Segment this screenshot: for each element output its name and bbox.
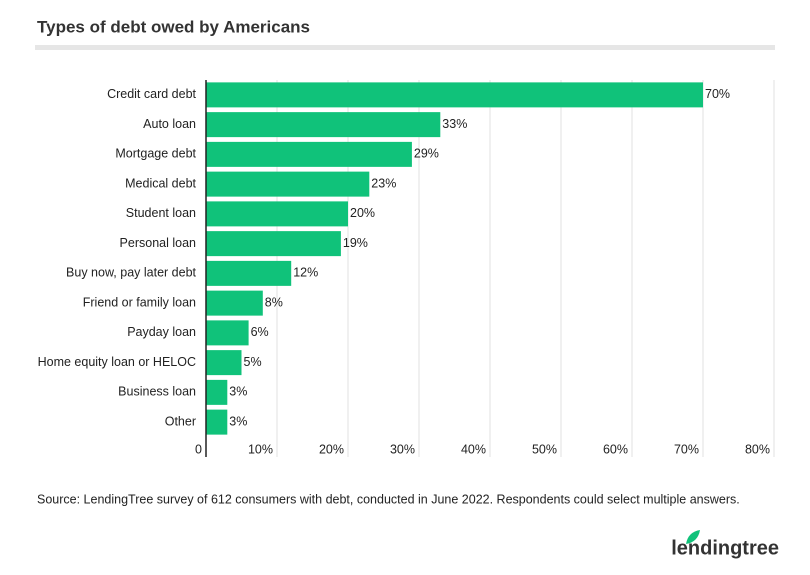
bar — [206, 320, 249, 346]
y-tick-label: Credit card debt — [107, 87, 196, 101]
x-tick-label: 40% — [461, 442, 486, 456]
bar — [206, 201, 348, 227]
bar — [206, 141, 412, 167]
logo: lendingtree — [671, 537, 779, 559]
x-tick-label: 70% — [674, 442, 699, 456]
logo-leaf — [686, 530, 700, 544]
value-label: 19% — [343, 236, 368, 250]
value-label: 5% — [244, 355, 262, 369]
y-tick-label: Business loan — [118, 385, 196, 399]
x-tick-label: 30% — [390, 442, 415, 456]
bar — [206, 260, 292, 286]
bar — [206, 350, 242, 376]
y-tick-label: Personal loan — [120, 236, 196, 250]
value-label: 12% — [293, 266, 318, 280]
y-tick-label: Home equity loan or HELOC — [38, 355, 196, 369]
y-tick-label: Payday loan — [127, 325, 196, 339]
value-label: 20% — [350, 206, 375, 220]
value-label: 3% — [229, 385, 247, 399]
x-tick-label: 20% — [319, 442, 344, 456]
y-tick-label: Buy now, pay later debt — [66, 266, 196, 280]
x-tick-label: 10% — [248, 442, 273, 456]
y-tick-label: Friend or family loan — [83, 295, 196, 309]
value-label: 8% — [265, 295, 283, 309]
value-label: 6% — [251, 325, 269, 339]
bar — [206, 379, 228, 405]
value-label: 29% — [414, 147, 439, 161]
bar — [206, 112, 441, 138]
value-label: 23% — [371, 176, 396, 190]
y-tick-label: Auto loan — [143, 117, 196, 131]
y-tick-label: Medical debt — [125, 176, 196, 190]
value-label: 33% — [442, 117, 467, 131]
source-note: Source: LendingTree survey of 612 consum… — [37, 492, 740, 506]
bar — [206, 409, 228, 435]
x-tick-label: 60% — [603, 442, 628, 456]
x-tick-label: 0 — [195, 442, 202, 456]
value-label: 70% — [705, 87, 730, 101]
bar — [206, 231, 341, 257]
title-rule — [35, 45, 775, 50]
y-tick-label: Student loan — [126, 206, 196, 220]
x-tick-label: 50% — [532, 442, 557, 456]
bar — [206, 290, 263, 316]
x-tick-label: 80% — [745, 442, 770, 456]
bar — [206, 171, 370, 197]
bar — [206, 82, 703, 108]
chart-title: Types of debt owed by Americans — [37, 17, 310, 36]
value-label: 3% — [229, 414, 247, 428]
y-tick-label: Other — [165, 414, 196, 428]
y-tick-label: Mortgage debt — [115, 147, 196, 161]
